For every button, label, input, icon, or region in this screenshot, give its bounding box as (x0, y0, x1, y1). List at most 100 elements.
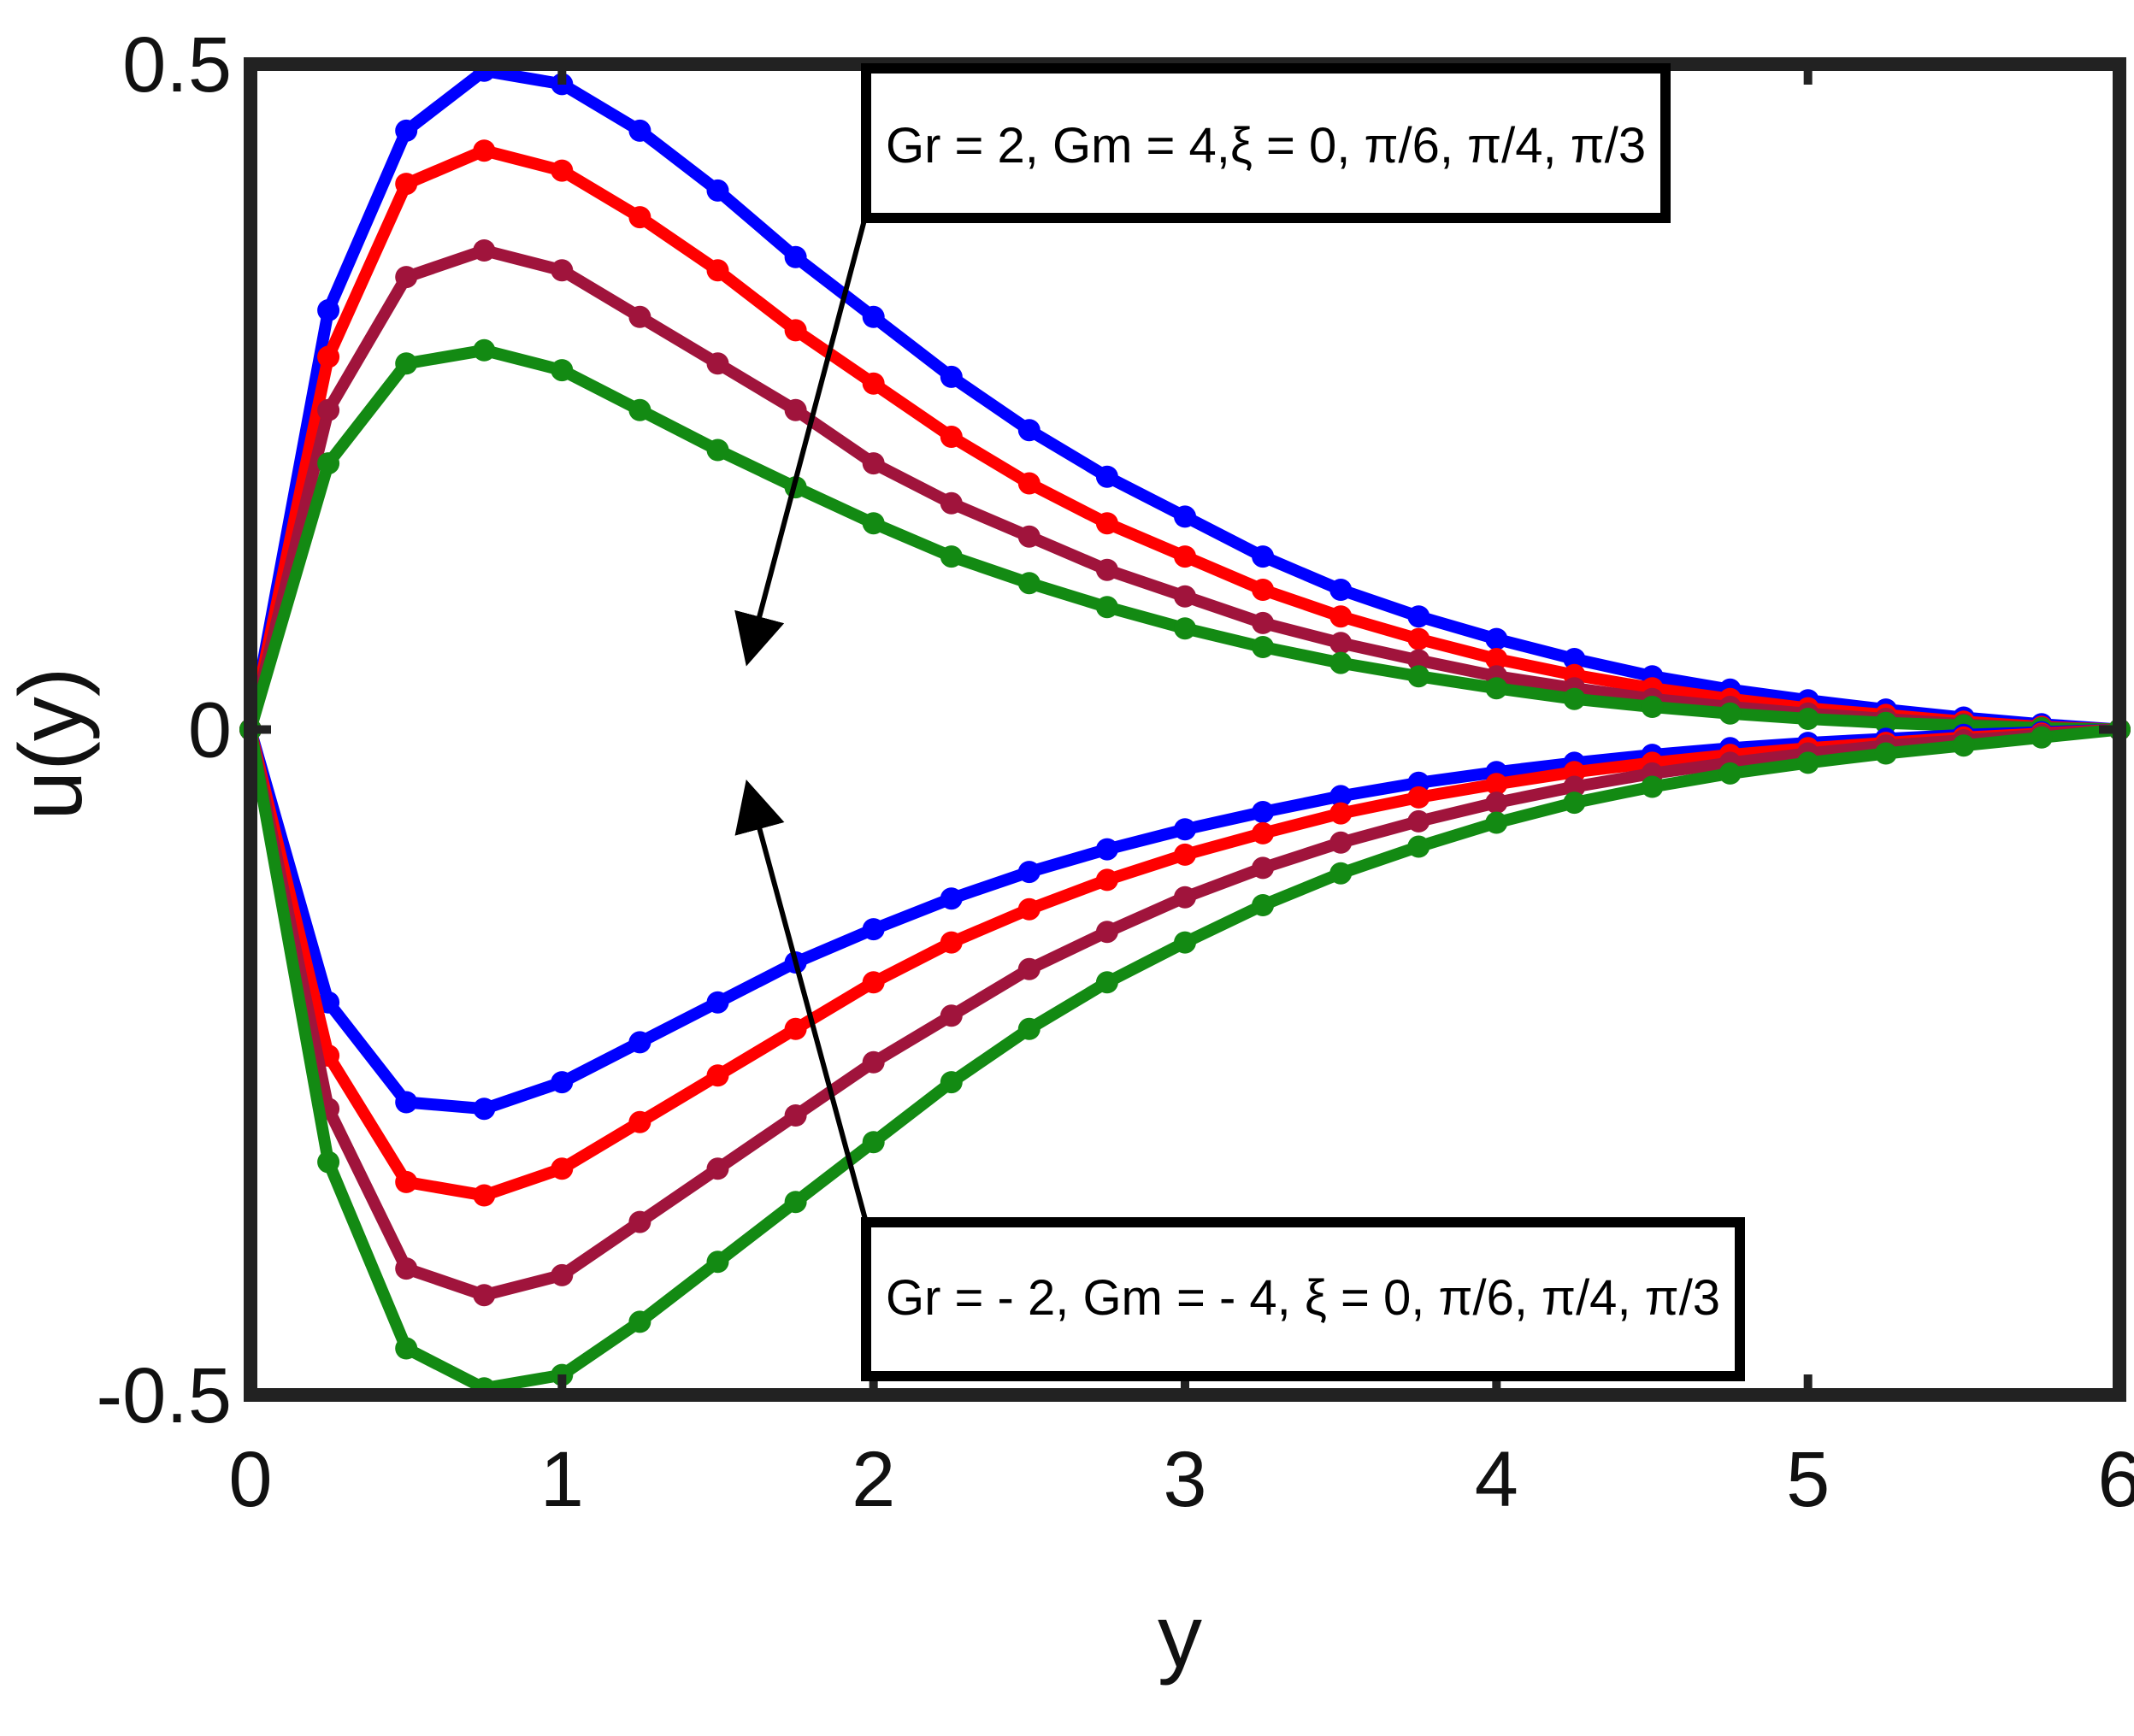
series-7-point (1485, 791, 1508, 815)
annotation-text-positive: Gr = 2, Gm = 4,ξ = 0, π/6, π/4, π/3 (886, 118, 1646, 174)
series-2-point (395, 173, 418, 196)
series-1-point (1407, 605, 1430, 628)
series-6-point (395, 1170, 418, 1193)
series-7-point (473, 1284, 496, 1307)
series-5-point (1329, 785, 1353, 808)
series-2-point (1095, 512, 1118, 535)
series-4-point (1874, 711, 1897, 734)
series-6-point (1174, 843, 1196, 866)
series-1-point (1252, 545, 1275, 568)
x-tick-label: 4 (1475, 1436, 1518, 1523)
series-3-point (395, 266, 418, 289)
series-2-point (940, 426, 963, 448)
series-4-point (1095, 596, 1118, 619)
series-4-point (1174, 617, 1196, 640)
series-7-point (395, 1257, 418, 1280)
series-2-point (1252, 579, 1275, 601)
series-4-point (940, 545, 963, 568)
series-8-point (1407, 835, 1430, 858)
series-5-point (862, 918, 885, 941)
series-3-point (862, 452, 885, 475)
series-4-point (551, 359, 574, 382)
series-7-point (1407, 809, 1430, 833)
series-2-point (1485, 648, 1508, 670)
series-4-point (1641, 696, 1664, 718)
series-2-point (1407, 627, 1430, 650)
series-1-point (940, 365, 963, 388)
series-4-point (1252, 636, 1275, 658)
series-1-point (395, 119, 418, 142)
series-8-point (1174, 931, 1196, 954)
x-tick-label: 0 (228, 1436, 272, 1523)
series-7-point (940, 1004, 963, 1027)
x-tick-label: 3 (1163, 1436, 1206, 1523)
series-8-point (317, 1150, 340, 1174)
series-4-point (1796, 708, 1819, 730)
series-6-point (1095, 868, 1118, 892)
series-7-point (1252, 856, 1275, 880)
series-6-point (1252, 821, 1275, 844)
annotation-box-negative: Gr = - 2, Gm = - 4, ξ = 0, π/6, π/4, π/3 (861, 1217, 1745, 1381)
ticks-layer: 0 1 2 3 4 5 6-0.500.5 (96, 21, 2134, 1523)
series-8-point (1718, 762, 1742, 785)
series-2-point (1329, 605, 1353, 628)
series-6-point (1485, 773, 1508, 796)
series-3 (239, 239, 2131, 741)
series-3-point (1095, 558, 1118, 581)
series-7-point (1174, 886, 1196, 909)
series-2-point (862, 372, 885, 395)
series-4-line (245, 344, 2125, 736)
series-8-point (1874, 742, 1897, 765)
series-2-line (245, 144, 2125, 736)
series-1-point (628, 119, 651, 142)
series-5-point (1017, 861, 1040, 884)
series-2-point (473, 139, 496, 162)
series-4-point (395, 352, 418, 375)
series-8-point (1796, 751, 1819, 774)
series-5-line (245, 723, 2125, 1115)
annotation-text-negative: Gr = - 2, Gm = - 4, ξ = 0, π/6, π/4, π/3 (886, 1270, 1720, 1326)
x-tick-label: 2 (852, 1436, 895, 1523)
series-3-line (245, 244, 2125, 736)
series-layer (239, 59, 2131, 1400)
series-8-point (1017, 1017, 1040, 1040)
annotation-box-positive: Gr = 2, Gm = 4,ξ = 0, π/6, π/4, π/3 (861, 63, 1671, 223)
x-tick-label: 5 (1786, 1436, 1830, 1523)
series-8-point (1485, 811, 1508, 834)
series-6-point (551, 1157, 574, 1180)
series-4-point (1407, 665, 1430, 688)
series-7-point (706, 1157, 729, 1180)
y-tick-label: 0 (188, 687, 232, 774)
series-6 (239, 718, 2131, 1207)
x-tick-label: 1 (540, 1436, 584, 1523)
series-3-point (473, 239, 496, 262)
series-2-point (317, 345, 340, 368)
series-5-point (395, 1091, 418, 1114)
series-4-point (1718, 702, 1742, 725)
series-6-point (940, 931, 963, 954)
x-axis-title: y (1158, 1587, 1202, 1686)
series-8-point (395, 1337, 418, 1360)
series-4-point (862, 512, 885, 535)
series-5-point (940, 887, 963, 910)
series-2-point (551, 159, 574, 182)
series-8-point (784, 1191, 807, 1214)
series-4-point (473, 338, 496, 362)
series-1-point (784, 245, 807, 268)
series-4-point (1485, 677, 1508, 700)
series-1-point (706, 179, 729, 202)
series-5-point (628, 1031, 651, 1054)
y-tick-label: -0.5 (96, 1352, 232, 1439)
series-1-point (1017, 419, 1040, 442)
series-3-point (940, 491, 963, 515)
series-3-point (628, 305, 651, 328)
series-4-point (1329, 651, 1353, 674)
series-3-point (1329, 632, 1353, 655)
series-7-point (1563, 775, 1586, 798)
series-8-point (862, 1131, 885, 1154)
series-4-point (1563, 687, 1586, 710)
series-1-point (1485, 627, 1508, 650)
annotation-box-positive-frame (861, 63, 1671, 223)
series-8-point (1563, 791, 1586, 815)
